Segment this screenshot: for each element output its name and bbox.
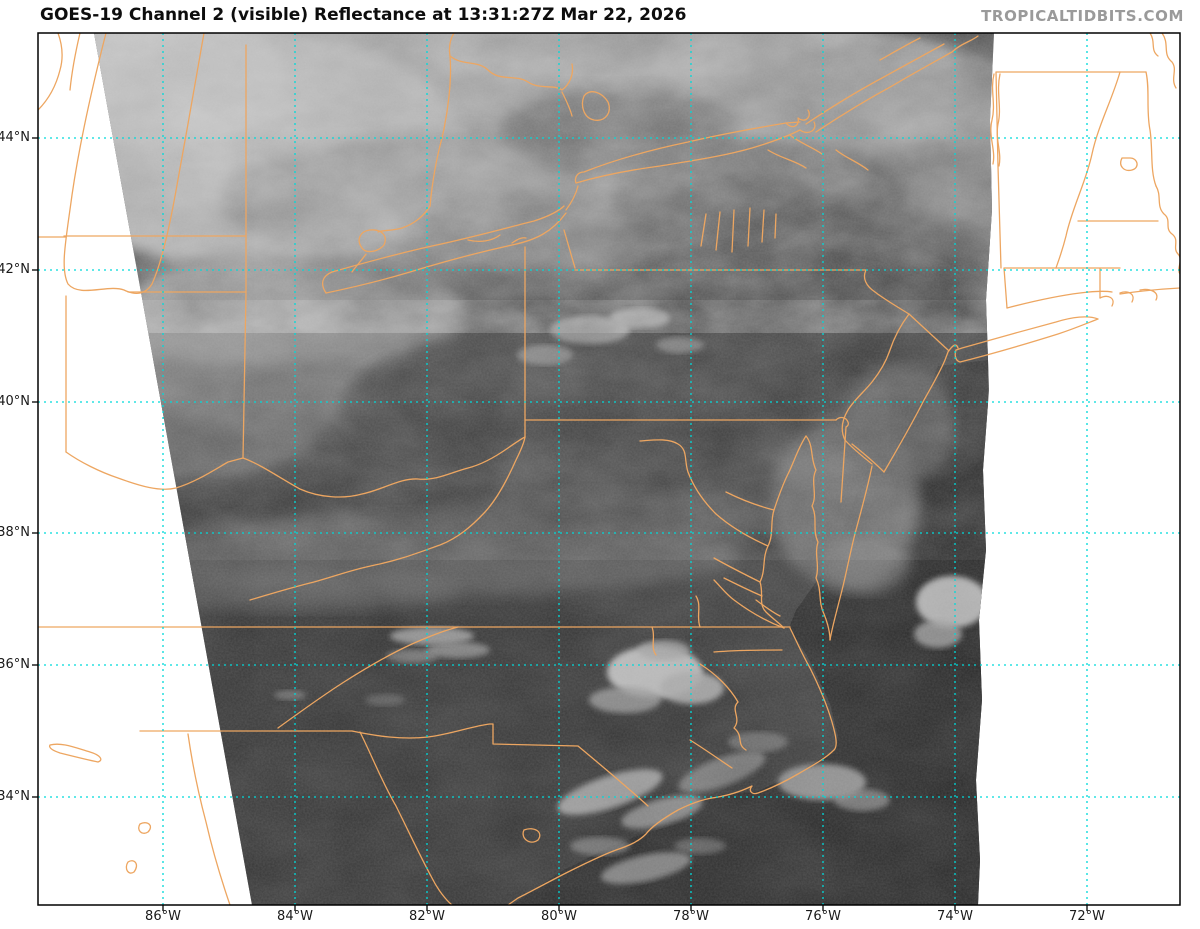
lon-tick-label: 74°W: [937, 909, 973, 924]
graticule: [38, 33, 1180, 905]
lat-tick-label: 42°N: [0, 262, 30, 277]
lon-tick-label: 76°W: [805, 909, 841, 924]
lat-tick-label: 38°N: [0, 525, 30, 540]
lon-tick-label: 78°W: [673, 909, 709, 924]
cloud-layer: [94, 33, 994, 905]
lon-tick-label: 86°W: [145, 909, 181, 924]
satellite-data-region: [94, 33, 994, 905]
page-title: GOES-19 Channel 2 (visible) Reflectance …: [40, 5, 687, 25]
lon-tick-label: 82°W: [409, 909, 445, 924]
lon-tick-label: 80°W: [541, 909, 577, 924]
map-border: [37, 32, 1181, 906]
watermark: TROPICALTIDBITS.COM: [981, 7, 1184, 25]
lon-tick-label: 72°W: [1069, 909, 1105, 924]
axis-ticks: [32, 137, 1088, 911]
lat-tick-label: 40°N: [0, 394, 30, 409]
lon-tick-label: 84°W: [277, 909, 313, 924]
lat-tick-label: 36°N: [0, 657, 30, 672]
lat-tick-label: 44°N: [0, 130, 30, 145]
state-borders-coastlines: [38, 33, 1180, 905]
lat-tick-label: 34°N: [0, 789, 30, 804]
